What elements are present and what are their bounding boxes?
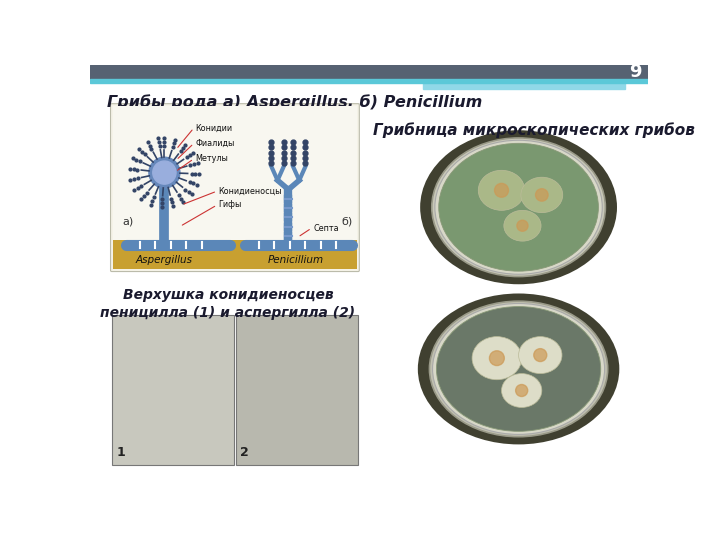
Text: 2: 2	[240, 446, 249, 459]
Text: Aspergillus: Aspergillus	[136, 255, 193, 265]
Ellipse shape	[436, 307, 600, 431]
Bar	[113, 106, 356, 240]
Ellipse shape	[438, 143, 598, 271]
Ellipse shape	[504, 211, 541, 241]
Ellipse shape	[518, 336, 562, 374]
Bar	[90, 79, 648, 83]
Circle shape	[534, 349, 546, 362]
Ellipse shape	[502, 374, 542, 408]
Ellipse shape	[420, 130, 617, 284]
FancyBboxPatch shape	[111, 104, 359, 272]
Text: 1: 1	[117, 446, 125, 459]
Text: Метулы: Метулы	[195, 154, 228, 163]
Circle shape	[490, 351, 504, 366]
Circle shape	[149, 157, 180, 188]
Text: а): а)	[122, 217, 134, 227]
Ellipse shape	[435, 140, 602, 274]
Bar	[90, 65, 648, 79]
Circle shape	[153, 161, 176, 184]
Ellipse shape	[418, 293, 619, 444]
Text: Penicillium: Penicillium	[268, 255, 324, 265]
Bar	[113, 240, 356, 269]
Ellipse shape	[472, 336, 522, 380]
Text: Конидиеносцы: Конидиеносцы	[219, 187, 282, 195]
Text: 9: 9	[629, 63, 642, 80]
Text: Гифы: Гифы	[219, 200, 242, 210]
Text: б): б)	[341, 217, 352, 227]
Circle shape	[517, 220, 528, 231]
Ellipse shape	[521, 177, 563, 213]
Ellipse shape	[429, 301, 608, 437]
Ellipse shape	[432, 138, 606, 276]
Bar	[235, 315, 358, 465]
Text: Верхушка конидиеносцев
пеницилла (1) и аспергилла (2): Верхушка конидиеносцев пеницилла (1) и а…	[100, 288, 356, 321]
Text: Грибница микроскопических грибов: Грибница микроскопических грибов	[373, 123, 695, 138]
Text: Конидии: Конидии	[195, 124, 233, 132]
Circle shape	[495, 184, 508, 197]
Bar	[112, 315, 234, 465]
Bar	[423, 81, 625, 89]
Circle shape	[516, 384, 528, 396]
Ellipse shape	[478, 170, 525, 210]
Ellipse shape	[433, 303, 605, 434]
Text: Фиалиды: Фиалиды	[195, 139, 235, 148]
Text: Септа: Септа	[313, 224, 339, 233]
Circle shape	[536, 188, 548, 201]
Text: Грибы рода а) Aspergillus, б) Penicillium: Грибы рода а) Aspergillus, б) Penicilliu…	[107, 94, 482, 110]
